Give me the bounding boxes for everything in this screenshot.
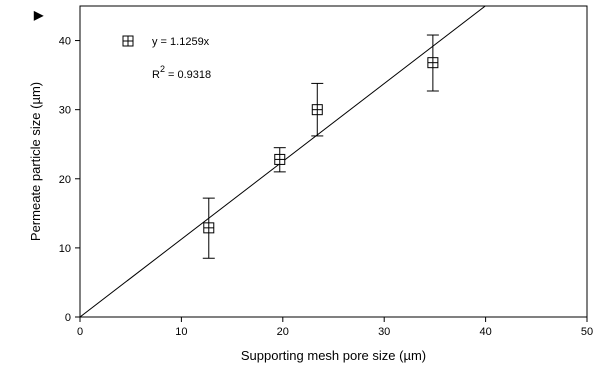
equation-label: y = 1.1259x bbox=[152, 36, 210, 48]
x-tick-label: 40 bbox=[479, 326, 491, 338]
axes-group: 0 10 20 30 40 50 0 10 20 30 40 Supporting mesh pore… bbox=[28, 36, 593, 363]
x-tick-label: 50 bbox=[581, 326, 593, 338]
y-tick-label: 30 bbox=[59, 105, 71, 117]
legend-marker bbox=[122, 35, 134, 47]
data-point-4 bbox=[426, 34, 439, 92]
y-tick-label: 0 bbox=[65, 312, 71, 324]
x-tick-label: 20 bbox=[277, 326, 289, 338]
data-point-1 bbox=[202, 197, 215, 259]
r-squared-label: R2 = 0.9318 bbox=[152, 64, 211, 81]
panel-label: ▶ bbox=[34, 8, 44, 22]
fit-line-group bbox=[80, 6, 487, 317]
y-tick-label: 10 bbox=[59, 243, 71, 255]
x-tick-label: 0 bbox=[77, 326, 83, 338]
y-tick-label: 40 bbox=[59, 36, 71, 48]
data-points-group bbox=[202, 34, 439, 259]
data-point-2 bbox=[273, 147, 286, 173]
plot-area bbox=[79, 5, 588, 318]
data-point-3 bbox=[311, 82, 324, 137]
x-tick-label: 10 bbox=[175, 326, 187, 338]
y-tick-label: 20 bbox=[59, 174, 71, 186]
x-axis-title: Supporting mesh pore size (µm) bbox=[241, 348, 426, 363]
y-axis-title: Permeate particle size (µm) bbox=[28, 82, 43, 241]
x-tick-label: 30 bbox=[378, 326, 390, 338]
fit-line bbox=[80, 6, 487, 317]
legend: y = 1.1259x R2 = 0.9318 bbox=[122, 35, 211, 81]
plot-frame bbox=[79, 5, 588, 318]
